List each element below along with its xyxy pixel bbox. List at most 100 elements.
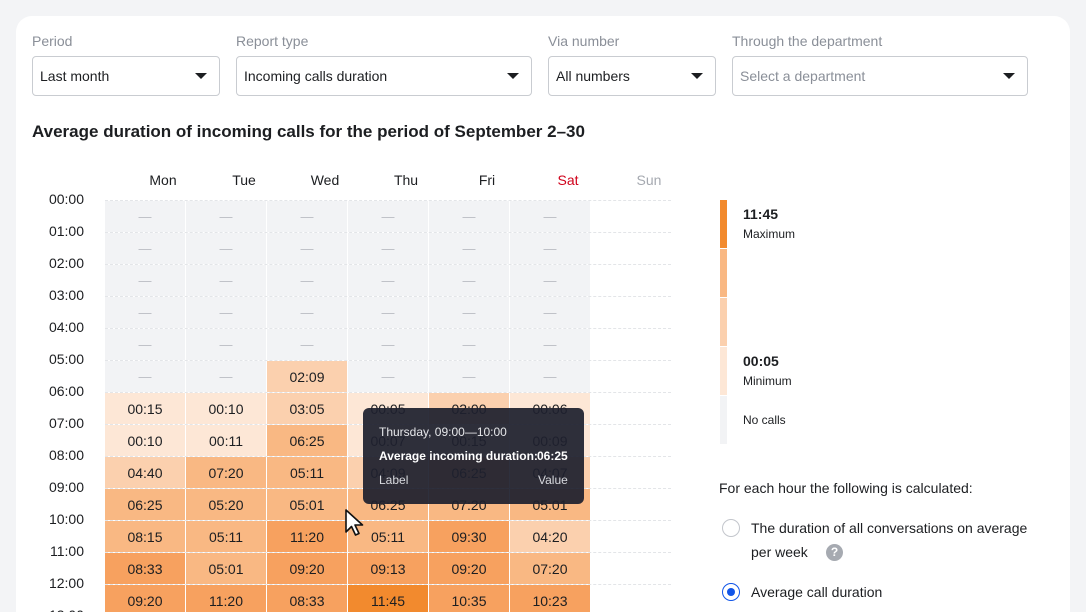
heatmap-cell[interactable]: 05:11 — [186, 521, 266, 552]
heatmap-cell[interactable]: — — [105, 329, 185, 360]
heatmap-cell[interactable]: 08:33 — [267, 585, 347, 612]
heatmap-cell[interactable]: — — [348, 297, 428, 328]
heatmap-cell[interactable]: — — [267, 297, 347, 328]
grid-line — [105, 584, 671, 585]
heatmap-cell[interactable]: — — [186, 297, 266, 328]
heatmap-cell[interactable]: 10:23 — [510, 585, 590, 612]
heatmap-cell[interactable]: — — [105, 201, 185, 232]
grid-line — [105, 200, 671, 201]
heatmap-cell[interactable]: — — [348, 361, 428, 392]
department-label: Through the department — [732, 33, 883, 49]
chevron-down-icon — [691, 73, 703, 79]
radio-weekly-average-label[interactable]: The duration of all conversations on ave… — [751, 516, 1027, 564]
heatmap-cell[interactable]: 09:30 — [429, 521, 509, 552]
heatmap-cell[interactable]: — — [267, 201, 347, 232]
hour-label: 02:00 — [48, 255, 84, 271]
heatmap-cell[interactable]: — — [186, 233, 266, 264]
heatmap-cell[interactable]: — — [348, 201, 428, 232]
heatmap-cell[interactable]: — — [510, 297, 590, 328]
heatmap-cell[interactable]: 06:25 — [105, 489, 185, 520]
heatmap-cell[interactable]: — — [510, 329, 590, 360]
heatmap-cell[interactable]: — — [348, 233, 428, 264]
heatmap-cell[interactable]: — — [429, 265, 509, 296]
heatmap-cell[interactable]: — — [510, 201, 590, 232]
heatmap-cell[interactable]: 08:15 — [105, 521, 185, 552]
heatmap-cell[interactable]: 09:20 — [429, 553, 509, 584]
grid-line — [105, 360, 671, 361]
heatmap-cell[interactable]: 05:01 — [186, 553, 266, 584]
heatmap-cell[interactable]: 09:20 — [105, 585, 185, 612]
heatmap-cell[interactable]: — — [510, 361, 590, 392]
heatmap-cell[interactable]: 05:11 — [267, 457, 347, 488]
hour-label: 12:00 — [48, 575, 84, 591]
heatmap-cell[interactable]: — — [510, 233, 590, 264]
heatmap-cell[interactable]: 03:05 — [267, 393, 347, 424]
heatmap-cell[interactable]: — — [105, 265, 185, 296]
heatmap-cell[interactable]: 05:01 — [267, 489, 347, 520]
heatmap-cell[interactable]: 00:10 — [105, 425, 185, 456]
heatmap-cell[interactable]: — — [348, 329, 428, 360]
heatmap-cell[interactable]: 07:20 — [186, 457, 266, 488]
legend-swatch-mid — [720, 298, 727, 346]
heatmap-cell[interactable]: — — [429, 297, 509, 328]
help-icon[interactable]: ? — [826, 544, 843, 561]
heatmap-cell[interactable]: — — [267, 265, 347, 296]
heatmap-cell[interactable]: — — [186, 265, 266, 296]
heatmap-cell[interactable]: 09:13 — [348, 553, 428, 584]
heatmap-cell[interactable]: 11:45 — [348, 585, 428, 612]
grid-line — [105, 296, 671, 297]
period-value: Last month — [40, 68, 110, 84]
heatmap-cell[interactable]: 00:10 — [186, 393, 266, 424]
heatmap-cell[interactable]: 04:40 — [105, 457, 185, 488]
day-header-fri: Fri — [478, 172, 496, 188]
heatmap-cell[interactable]: 11:20 — [267, 521, 347, 552]
heatmap-cell[interactable]: — — [429, 361, 509, 392]
day-header-sat: Sat — [557, 172, 579, 188]
heatmap-cell[interactable]: — — [105, 361, 185, 392]
radio-weekly-average[interactable] — [722, 519, 740, 537]
tooltip-metric-label: Average incoming duration: — [379, 449, 538, 463]
heatmap-cell[interactable]: — — [510, 265, 590, 296]
heatmap-cell[interactable]: 05:20 — [186, 489, 266, 520]
heatmap-cell[interactable]: — — [105, 233, 185, 264]
hour-label: 00:00 — [48, 191, 84, 207]
heatmap-cell[interactable]: 09:20 — [267, 553, 347, 584]
heatmap-cell[interactable]: 07:20 — [510, 553, 590, 584]
heatmap-cell[interactable]: — — [267, 329, 347, 360]
grid-line — [105, 392, 671, 393]
mouse-cursor-icon — [345, 509, 364, 536]
period-select[interactable]: Last month — [32, 56, 220, 96]
report-type-select[interactable]: Incoming calls duration — [236, 56, 532, 96]
heatmap-cell[interactable]: — — [429, 201, 509, 232]
hour-label: 03:00 — [48, 287, 84, 303]
heatmap-cell[interactable]: — — [429, 329, 509, 360]
legend-no-calls: No calls — [743, 413, 786, 427]
heatmap-cell[interactable]: 06:25 — [267, 425, 347, 456]
heatmap-cell[interactable]: — — [348, 265, 428, 296]
heatmap-cell[interactable]: — — [429, 233, 509, 264]
grid-line — [105, 232, 671, 233]
via-number-label: Via number — [548, 33, 620, 49]
heatmap-cell[interactable]: 11:20 — [186, 585, 266, 612]
chevron-down-icon — [507, 73, 519, 79]
radio-average-duration[interactable] — [722, 583, 740, 601]
heatmap-cell[interactable]: 02:09 — [267, 361, 347, 392]
legend-swatch-max — [720, 200, 727, 248]
radio-average-duration-label[interactable]: Average call duration — [751, 584, 883, 600]
heatmap-cell[interactable]: 05:11 — [348, 521, 428, 552]
heatmap-cell[interactable]: 08:33 — [105, 553, 185, 584]
heatmap-cell[interactable]: — — [186, 329, 266, 360]
heatmap-cell[interactable]: — — [186, 201, 266, 232]
heatmap-cell[interactable]: 00:15 — [105, 393, 185, 424]
heatmap-cell[interactable]: 10:35 — [429, 585, 509, 612]
heatmap-cell[interactable]: 00:11 — [186, 425, 266, 456]
tooltip-footer-label: Label — [379, 473, 409, 487]
heatmap-cell[interactable]: 04:20 — [510, 521, 590, 552]
heatmap-cell[interactable]: — — [105, 297, 185, 328]
grid-line — [105, 552, 671, 553]
department-select[interactable]: Select a department — [732, 56, 1028, 96]
day-header-sun: Sun — [636, 172, 662, 188]
heatmap-cell[interactable]: — — [186, 361, 266, 392]
via-number-select[interactable]: All numbers — [548, 56, 716, 96]
heatmap-cell[interactable]: — — [267, 233, 347, 264]
